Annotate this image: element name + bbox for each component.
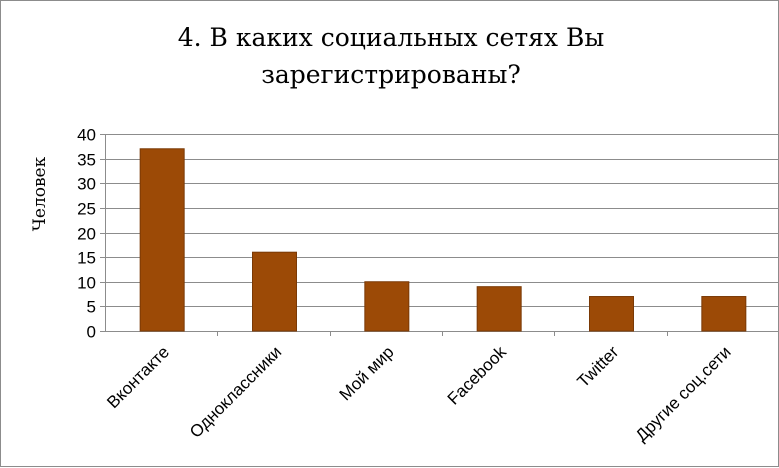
y-tick-label: 20 bbox=[77, 225, 96, 244]
x-tick-label: Одноклассники bbox=[186, 342, 285, 441]
bar bbox=[589, 296, 634, 332]
bar bbox=[476, 286, 522, 332]
y-tick-label: 5 bbox=[87, 298, 96, 317]
bars bbox=[139, 148, 747, 332]
bar bbox=[139, 148, 185, 332]
y-tick-label: 40 bbox=[77, 126, 96, 145]
x-tick-label: Другие соц.сети bbox=[632, 342, 735, 445]
y-tick-label: 0 bbox=[87, 323, 96, 342]
x-tick-label: Facebook bbox=[444, 342, 511, 409]
bar bbox=[364, 281, 410, 332]
bar bbox=[701, 296, 747, 332]
y-tick-labels: 0 5 10 15 20 25 30 35 40 bbox=[77, 126, 96, 342]
gridlines bbox=[105, 134, 779, 307]
x-tick-labels: Вконтакте Одноклассники Мой мир Facebook Twi… bbox=[103, 342, 734, 445]
y-tick-label: 35 bbox=[77, 151, 96, 170]
bar bbox=[252, 251, 297, 332]
axes bbox=[100, 134, 779, 336]
y-tick-label: 25 bbox=[77, 200, 96, 219]
chart-title: 4. В каких социальных сетях Вы зарегистр… bbox=[177, 23, 605, 89]
x-tick-label: Twitter bbox=[573, 342, 622, 391]
y-tick-label: 10 bbox=[77, 274, 96, 293]
y-axis-label: Человек bbox=[30, 156, 50, 231]
x-tick-label: Мой мир bbox=[336, 342, 398, 404]
y-tick-label: 30 bbox=[77, 175, 96, 194]
y-tick-label: 15 bbox=[77, 249, 96, 268]
x-tick-label: Вконтакте bbox=[103, 342, 173, 412]
